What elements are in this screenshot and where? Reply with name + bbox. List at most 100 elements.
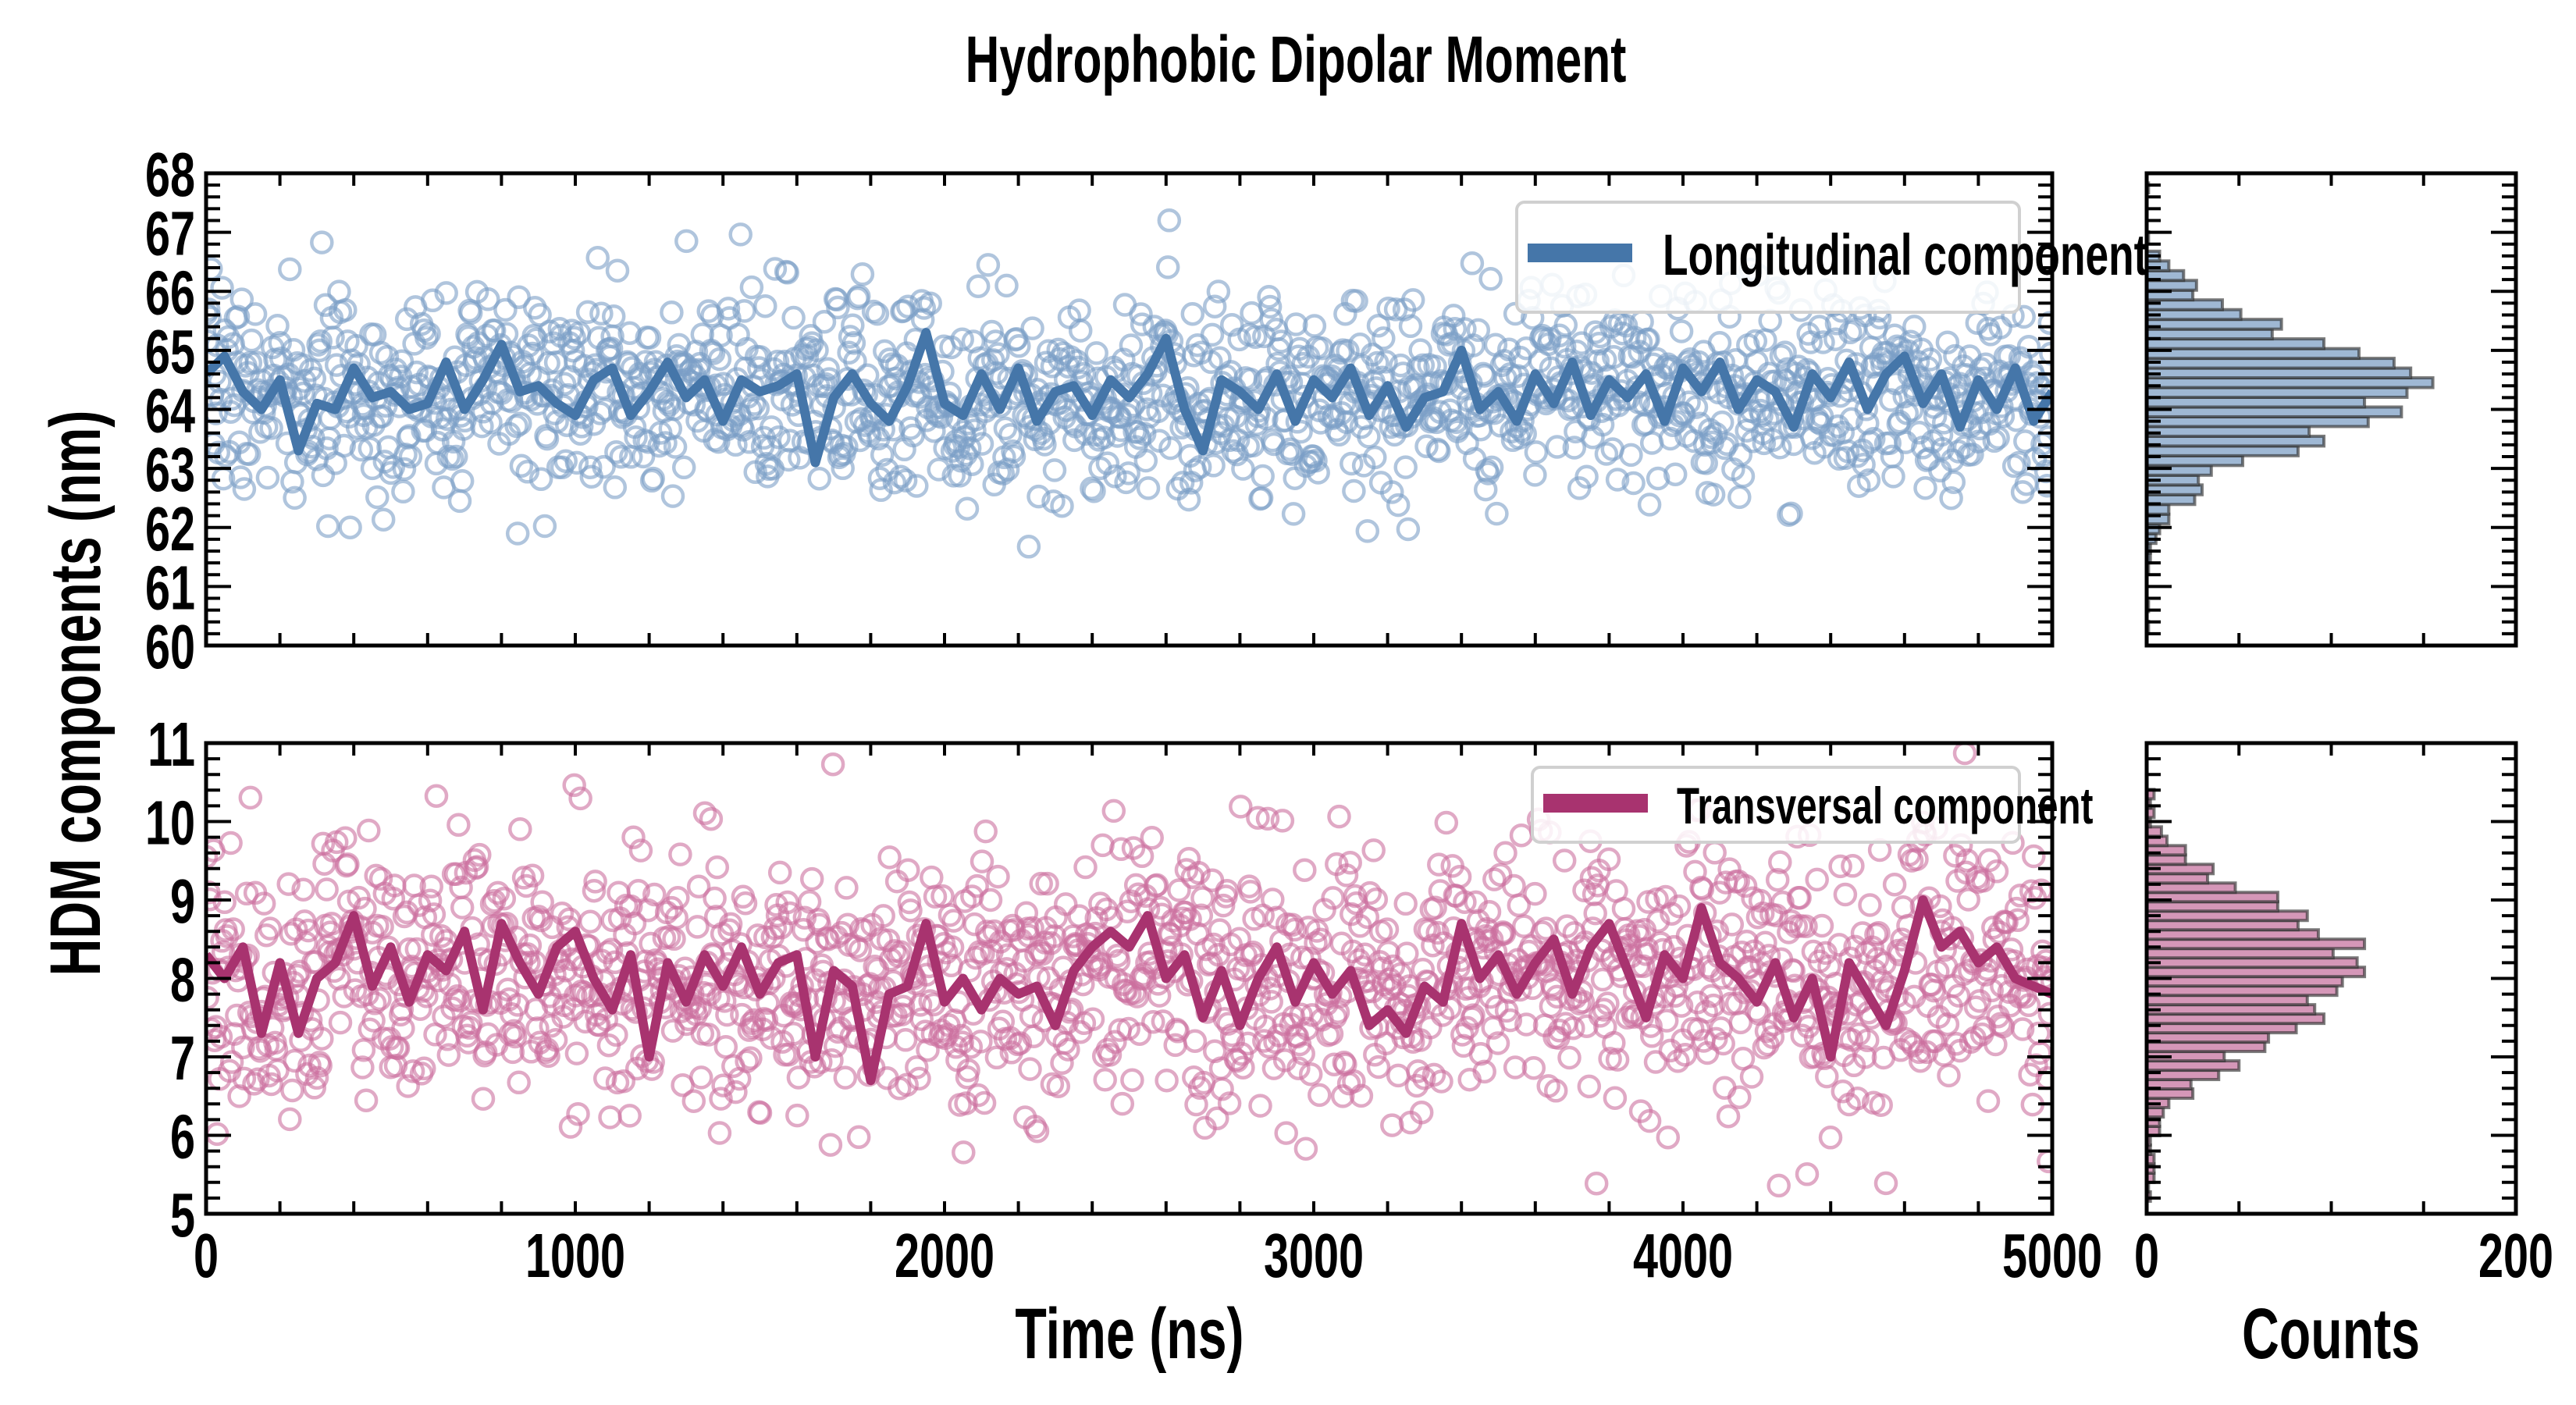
scatter-point xyxy=(1485,1031,1510,1055)
scatter-point xyxy=(276,872,301,896)
scatter-point xyxy=(371,507,396,532)
y-tick-label: 10 xyxy=(145,788,195,858)
scatter-point xyxy=(1605,1048,1630,1072)
scatter-point xyxy=(1982,429,2007,454)
scatter-point xyxy=(1334,863,1359,887)
scatter-point xyxy=(251,891,276,916)
scatter-point xyxy=(1667,894,1692,919)
scatter-point xyxy=(1380,480,1404,504)
scatter-point xyxy=(308,1053,333,1078)
scatter-point xyxy=(552,372,577,397)
scatter-point xyxy=(1386,493,1411,518)
scatter-point xyxy=(1103,1030,1127,1055)
scatter-point xyxy=(1918,347,1943,372)
scatter-point xyxy=(1605,468,1630,492)
scatter-point xyxy=(585,246,610,270)
scatter-point xyxy=(993,416,1018,441)
scatter-point xyxy=(692,801,717,826)
rolling-average-line xyxy=(206,328,2052,468)
scatter-point xyxy=(1418,1016,1443,1040)
scatter-point xyxy=(1375,917,1400,941)
scatter-point xyxy=(1781,959,1806,984)
scatter-point xyxy=(444,444,468,469)
scatter-point xyxy=(970,849,994,873)
scatter-point xyxy=(1342,478,1366,503)
scatter-point xyxy=(893,1028,918,1052)
scatter-point xyxy=(1155,1068,1179,1093)
scatter-point xyxy=(1246,806,1270,830)
scatter-point xyxy=(1833,882,1858,907)
scatter-point xyxy=(1852,1045,1877,1069)
scatter-point xyxy=(1259,990,1283,1014)
scatter-point xyxy=(336,852,360,877)
scatter-point xyxy=(421,288,445,313)
scatter-point xyxy=(1133,448,1158,473)
scatter-point xyxy=(896,294,920,319)
scatter-point xyxy=(589,301,614,326)
scatter-point xyxy=(592,454,616,479)
scatter-point xyxy=(1997,343,2022,368)
scatter-point xyxy=(991,461,1016,486)
scatter-point xyxy=(1183,1029,1208,1053)
scatter-point xyxy=(674,229,699,254)
scatter-point xyxy=(434,281,458,305)
scatter-point xyxy=(528,467,553,492)
scatter-point xyxy=(302,1076,327,1100)
scatter-point xyxy=(1158,436,1183,461)
scatter-point xyxy=(408,997,432,1021)
scatter-point xyxy=(817,367,841,391)
scatter-point xyxy=(507,1070,531,1095)
scatter-point xyxy=(1716,1104,1741,1129)
scatter-point xyxy=(739,275,764,300)
scatter-point xyxy=(1768,436,1792,460)
scatter-point xyxy=(1046,337,1071,362)
scatter-point xyxy=(464,855,489,879)
scatter-point xyxy=(1498,1008,1523,1033)
scatter-point xyxy=(211,940,236,965)
scatter-point xyxy=(820,1048,844,1072)
scatter-point xyxy=(626,879,651,903)
scatter-point xyxy=(1602,1030,1626,1055)
scatter-point xyxy=(777,901,802,926)
scatter-point xyxy=(907,1066,931,1091)
scatter-point xyxy=(1877,431,1902,455)
scatter-point xyxy=(966,274,991,299)
scatter-point xyxy=(781,305,806,330)
scatter-point xyxy=(1960,442,1984,467)
scatter-point xyxy=(1349,1083,1374,1108)
scatter-point xyxy=(362,991,387,1016)
scatter-point xyxy=(1068,318,1093,343)
scatter-point xyxy=(391,1016,415,1040)
scatter-point xyxy=(226,304,251,329)
scatter-point xyxy=(850,262,875,286)
scatter-point xyxy=(1293,858,1317,882)
scatter-point xyxy=(1956,887,1980,912)
hist-x-axis-label: Counts xyxy=(2242,1293,2420,1373)
scatter-point xyxy=(1293,1136,1318,1161)
scatter-point xyxy=(1217,1091,1242,1115)
scatter-point xyxy=(2005,908,2030,933)
scatter-point xyxy=(1374,350,1398,374)
scatter-point xyxy=(422,902,447,927)
scatter-point xyxy=(738,1046,763,1070)
scatter-point xyxy=(1066,355,1091,380)
scatter-point xyxy=(291,381,315,406)
scatter-point xyxy=(603,475,628,500)
scatter-point xyxy=(1523,881,1547,906)
scatter-point xyxy=(532,514,557,539)
scatter-point xyxy=(753,293,777,318)
scatter-point xyxy=(969,1030,993,1054)
scatter-point xyxy=(950,327,974,351)
scatter-point xyxy=(637,325,662,350)
scatter-point xyxy=(1602,344,1626,369)
scatter-point xyxy=(1523,463,1547,487)
scatter-point xyxy=(896,858,920,882)
scatter-point xyxy=(328,1010,353,1035)
scatter-point xyxy=(767,860,792,885)
scatter-point xyxy=(1637,1108,1662,1133)
scatter-point xyxy=(1643,1050,1668,1074)
scatter-point xyxy=(1861,426,1886,451)
scatter-point xyxy=(206,845,219,870)
legend-transversal: Transversal component xyxy=(1531,766,2093,844)
